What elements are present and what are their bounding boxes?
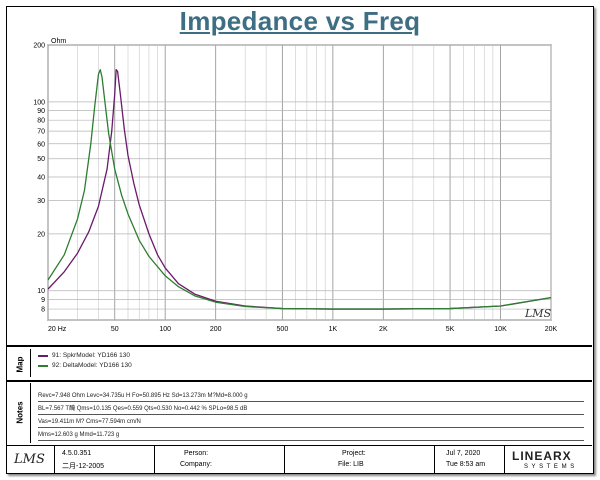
y-tick-label: 8 <box>41 307 45 314</box>
map-section-label: Map <box>15 356 25 373</box>
x-tick-label: 5K <box>446 326 455 333</box>
time-text: Tue 8:53 am <box>446 461 486 468</box>
legend-item-91: 91: SpkrModel: YD166 130 <box>38 352 130 359</box>
company-label: Company: <box>180 461 212 468</box>
x-tick-label: 2K <box>379 326 388 333</box>
divider <box>6 380 592 382</box>
series-line-92 <box>47 69 552 310</box>
legend-swatch-91 <box>38 354 48 357</box>
y-tick-label: 200 <box>33 43 45 50</box>
y-tick-label: 10 <box>37 288 45 295</box>
project-label: Project: <box>342 450 366 457</box>
legend-label: 91: SpkrModel: YD166 130 <box>52 352 130 359</box>
brand-cell <box>504 446 593 474</box>
note-rule <box>318 440 584 441</box>
note-line: BL=7.567 T醃 Qms=10.135 Qes=0.559 Qts=0.5… <box>38 405 318 415</box>
note-rule <box>318 401 584 402</box>
y-tick-label: 50 <box>37 156 45 163</box>
version-date: 二月-12-2005 <box>62 463 105 470</box>
y-tick-label: 20 <box>37 231 45 238</box>
x-tick-label: 20 Hz <box>48 326 67 333</box>
note-rule <box>318 414 584 415</box>
y-tick-label: 90 <box>37 108 45 115</box>
chart-title: Impedance vs Freq <box>179 6 421 36</box>
x-tick-label: 500 <box>277 326 289 333</box>
x-tick-label: 50 <box>111 326 119 333</box>
y-tick-label: 40 <box>37 175 45 182</box>
x-tick-label: 200 <box>210 326 222 333</box>
y-tick-label: 60 <box>37 141 45 148</box>
x-tick-label: 1K <box>329 326 338 333</box>
lms-watermark: LMS <box>524 307 552 320</box>
note-line: Vas=19.411m M? Cms=77.594m cm/N <box>38 418 318 428</box>
y-tick-label: 70 <box>37 129 45 136</box>
note-rule <box>318 427 584 428</box>
legend-swatch-92 <box>38 364 48 367</box>
x-tick-label: 10K <box>494 326 507 333</box>
linearx-systems-text: S Y S T E M S <box>524 464 576 470</box>
person-label: Person: <box>184 450 209 457</box>
project-cell <box>284 446 435 474</box>
y-tick-label: 9 <box>41 297 45 304</box>
x-tick-label: 100 <box>159 326 171 333</box>
y-tick-label: 30 <box>37 198 45 205</box>
plot-area <box>47 44 552 321</box>
version-number: 4.5.0.351 <box>62 450 92 457</box>
lms-logo: LMS <box>14 452 45 467</box>
date-cell <box>434 446 505 474</box>
notes-section-label: Notes <box>15 401 25 424</box>
note-line: Mms=12.603 g Mmd=11.723 g <box>38 431 318 441</box>
y-tick-label: 80 <box>37 118 45 125</box>
legend-box <box>30 349 590 377</box>
person-cell <box>154 446 285 474</box>
date-text: Jul 7, 2020 <box>446 450 481 457</box>
divider <box>6 345 592 347</box>
notes-box <box>30 383 590 443</box>
footer: LMS 4.5.0.351 二月-12-2005 Person: Company… <box>6 445 592 474</box>
file-label: File: LIB <box>338 461 364 468</box>
y-tick-label: 100 <box>33 99 45 106</box>
legend-label: 92: DeltaModel: YD166 130 <box>52 362 132 369</box>
version-cell <box>54 446 155 474</box>
x-tick-label: 20K <box>545 326 558 333</box>
linearx-logo: LINEARX <box>512 449 572 463</box>
legend-item-92: 92: DeltaModel: YD166 130 <box>38 362 132 369</box>
y-axis-label: Ohm <box>51 38 66 45</box>
note-line: Revc=7.948 Ohm Levc=34.735u H Fo=50.895 … <box>38 392 318 402</box>
